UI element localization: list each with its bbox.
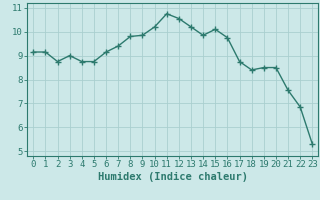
X-axis label: Humidex (Indice chaleur): Humidex (Indice chaleur) bbox=[98, 172, 248, 182]
